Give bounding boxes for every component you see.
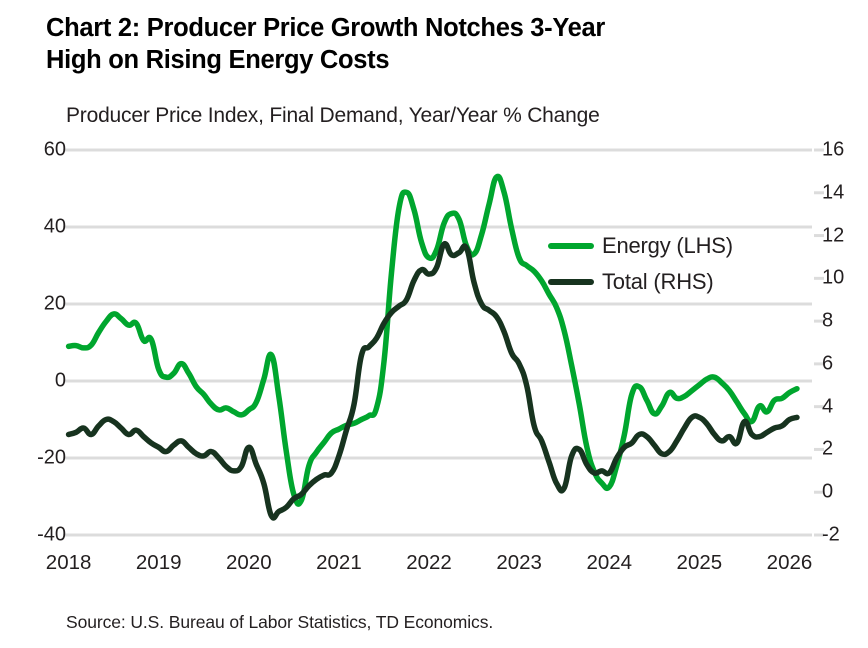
legend-item-label: Total (RHS) (602, 269, 714, 294)
right-axis-tick-label: 10 (822, 266, 845, 289)
left-axis-tick-label: 20 (43, 292, 66, 315)
right-axis-tick-label: 8 (822, 309, 834, 332)
x-axis-tick-label: 2024 (586, 551, 633, 574)
left-axis-tick-label: 40 (43, 215, 66, 238)
right-axis-tick-label: 0 (822, 480, 834, 503)
chart-subtitle: Producer Price Index, Final Demand, Year… (66, 104, 600, 127)
chart-title: Chart 2: Producer Price Growth Notches 3… (46, 14, 606, 74)
chart-legend: Energy (LHS) Total (RHS) (548, 228, 733, 300)
legend-swatch-icon (548, 279, 594, 285)
right-axis-tick-label: 14 (822, 181, 845, 204)
right-axis-tick-label: -2 (822, 523, 840, 546)
left-axis-tick-label: 60 (43, 138, 66, 161)
x-axis-tick-label: 2023 (496, 551, 542, 574)
legend-swatch-icon (548, 243, 594, 249)
x-axis-tick-label: 2021 (316, 551, 362, 574)
series-line-total (65, 240, 800, 521)
legend-item: Energy (LHS) (548, 228, 733, 264)
right-axis-tick-label: 6 (822, 352, 834, 375)
legend-item-label: Energy (LHS) (602, 233, 733, 258)
right-axis-tick-label: 4 (822, 395, 834, 418)
legend-item: Total (RHS) (548, 264, 733, 300)
right-axis-tick-label: 2 (822, 437, 834, 460)
left-axis-tick-label: -20 (37, 446, 66, 469)
left-axis-tick-label: 0 (54, 369, 66, 392)
right-axis-tick-label: 12 (822, 224, 845, 247)
x-axis-tick-label: 2025 (676, 551, 723, 574)
series-line-energy (65, 173, 800, 507)
x-axis-tick-label: 2018 (45, 551, 92, 574)
x-axis-tick-label: 2022 (406, 551, 452, 574)
x-axis-tick-label: 2026 (766, 551, 813, 574)
x-axis-tick-label: 2020 (226, 551, 272, 574)
chart-source: Source: U.S. Bureau of Labor Statistics,… (66, 612, 494, 632)
left-axis-tick-label: -40 (37, 523, 66, 546)
right-axis-tick-label: 16 (822, 138, 845, 161)
x-axis-tick-label: 2019 (135, 551, 182, 574)
